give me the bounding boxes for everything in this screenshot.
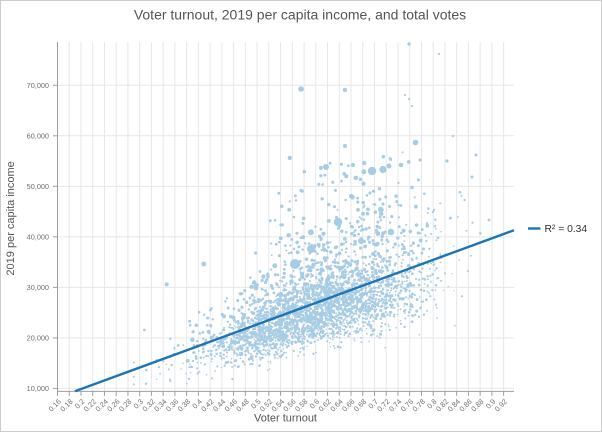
- svg-text:50,000: 50,000: [27, 182, 49, 191]
- svg-text:Voter turnout: Voter turnout: [254, 413, 317, 425]
- svg-text:60,000: 60,000: [27, 131, 49, 140]
- svg-text:70,000: 70,000: [27, 81, 49, 90]
- svg-text:2019 per capita income: 2019 per capita income: [5, 161, 17, 275]
- svg-text:30,000: 30,000: [27, 283, 49, 292]
- svg-text:R² = 0.34: R² = 0.34: [545, 224, 588, 235]
- svg-text:20,000: 20,000: [27, 333, 49, 342]
- svg-text:40,000: 40,000: [27, 232, 49, 241]
- svg-text:Voter turnout, 2019 per capita: Voter turnout, 2019 per capita income, a…: [134, 7, 466, 23]
- svg-text:10,000: 10,000: [27, 384, 49, 393]
